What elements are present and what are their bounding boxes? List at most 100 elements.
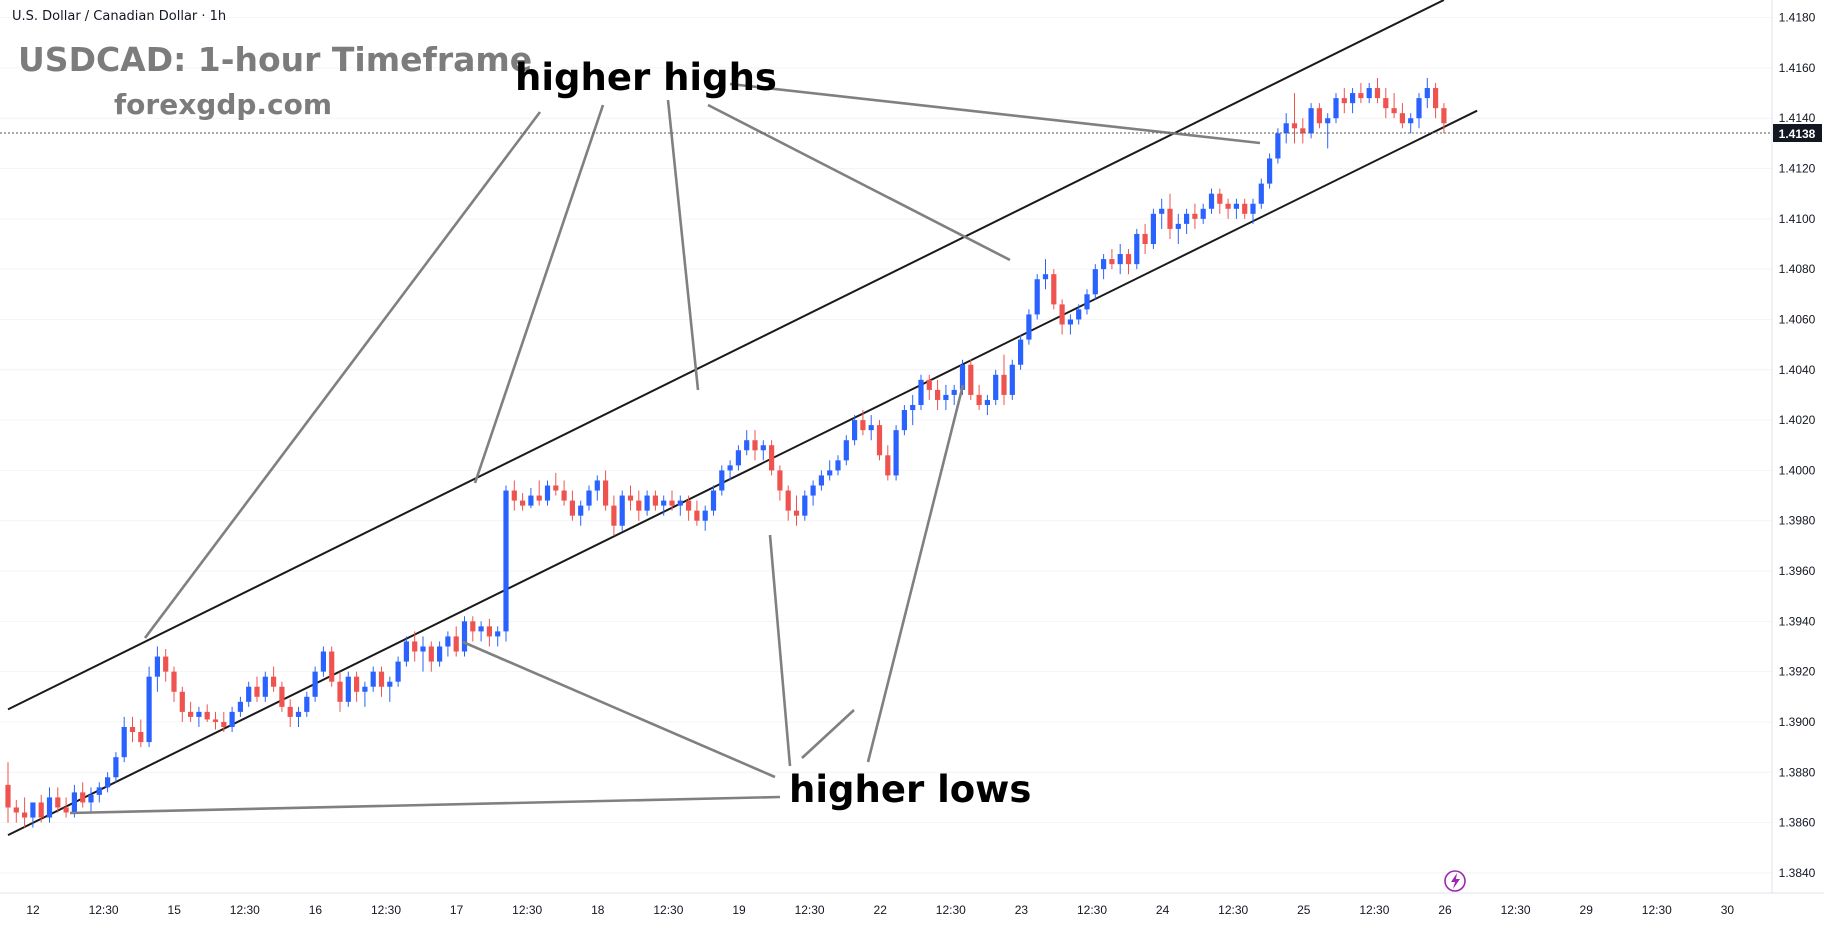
candle	[196, 706, 202, 727]
candle-body	[810, 485, 816, 496]
higher-high-pointer	[729, 82, 1261, 145]
price-tick-label: 1.4160	[1779, 61, 1816, 75]
higher-low-pointer	[768, 534, 792, 767]
time-tick-label: 12:30	[1218, 903, 1248, 917]
candle-body	[329, 651, 335, 682]
candle-body	[1408, 118, 1414, 124]
annotation-pointers	[69, 82, 1261, 815]
candle-body	[129, 726, 136, 733]
candle-body	[677, 500, 683, 506]
candle	[586, 485, 592, 511]
candle-body	[486, 626, 492, 637]
candle-body	[271, 676, 277, 687]
candle	[984, 394, 990, 416]
candle-body	[138, 732, 144, 743]
candle-body	[561, 490, 567, 501]
candle-body	[212, 719, 219, 722]
lightning-icon[interactable]	[1444, 870, 1466, 892]
candle-body	[1242, 203, 1248, 214]
candle-body	[387, 681, 393, 687]
price-tick-label: 1.3980	[1779, 514, 1816, 528]
time-axis: 12 12:30 15 12:30 16 12:30 17 12:30 18 12:30 19 12:…	[26, 903, 1734, 917]
price-tick-label: 1.3960	[1779, 564, 1816, 578]
candle-body	[569, 500, 575, 516]
candle-body	[163, 656, 169, 672]
candle	[719, 465, 725, 496]
candle-body	[1391, 108, 1397, 114]
candle-body	[412, 641, 418, 652]
candle	[453, 626, 459, 657]
candle	[395, 656, 401, 687]
candle-body	[378, 671, 385, 687]
candle	[843, 435, 849, 466]
candle-body	[1084, 294, 1090, 310]
candle	[1051, 269, 1057, 310]
candle	[88, 787, 94, 813]
price-tick-label: 1.4040	[1779, 363, 1816, 377]
candle-body	[1125, 254, 1132, 265]
candle	[171, 666, 177, 702]
candle	[661, 495, 667, 516]
candle	[1258, 178, 1264, 209]
candle	[727, 460, 733, 481]
candle-body	[818, 475, 824, 486]
candle-body	[1101, 259, 1107, 270]
candle	[378, 666, 385, 697]
candle-body	[370, 671, 376, 687]
candle-body	[1034, 279, 1040, 315]
grid	[0, 17, 1772, 874]
candle-body	[1092, 269, 1098, 295]
higher-low-pointer	[462, 640, 776, 779]
price-tick-label: 1.3920	[1779, 665, 1816, 679]
candle-body	[835, 460, 841, 471]
candle-body	[22, 812, 28, 818]
candle	[976, 384, 982, 411]
higher-high-pointer	[707, 103, 1011, 262]
candle	[1233, 198, 1239, 219]
candle-body	[420, 646, 426, 652]
candle-body	[735, 450, 741, 466]
candle-body	[1275, 133, 1281, 159]
candle	[993, 369, 999, 405]
candle	[793, 495, 800, 526]
time-tick-label: 23	[1015, 903, 1029, 917]
candle-body	[395, 661, 401, 682]
candle	[470, 616, 476, 642]
candle-body	[1358, 93, 1364, 99]
candle-body	[1424, 88, 1430, 99]
candle	[918, 374, 924, 411]
candle-body	[1009, 364, 1015, 395]
candle	[710, 485, 717, 516]
candle	[835, 455, 841, 476]
candle-body	[461, 621, 468, 652]
candle-body	[876, 425, 883, 456]
candle-body	[279, 686, 285, 707]
candle	[744, 430, 750, 456]
candle-body	[636, 500, 642, 511]
candle-body	[652, 495, 658, 506]
candle	[1117, 244, 1123, 275]
main-title: USDCAD: 1-hour Timeframe	[18, 40, 533, 79]
candle	[544, 480, 551, 506]
candle-body	[727, 465, 733, 471]
candle-body	[287, 706, 293, 717]
candle	[951, 384, 957, 405]
candle	[1034, 274, 1040, 320]
candle	[802, 490, 808, 521]
candle	[1192, 203, 1198, 229]
price-tick-label: 1.3940	[1779, 614, 1816, 628]
candle	[495, 626, 501, 647]
candle	[1366, 83, 1372, 104]
candle-body	[984, 399, 990, 405]
candle	[105, 772, 111, 793]
candle-body	[1167, 208, 1173, 229]
candle-body	[295, 711, 302, 717]
candle-body	[63, 807, 69, 813]
higher-high-pointer	[473, 104, 605, 484]
time-tick-label: 12:30	[371, 903, 401, 917]
candle-body	[5, 784, 11, 808]
candle	[1042, 259, 1049, 290]
candle	[769, 440, 775, 476]
higher-low-pointer	[69, 795, 781, 815]
time-tick-label: 29	[1580, 903, 1594, 917]
